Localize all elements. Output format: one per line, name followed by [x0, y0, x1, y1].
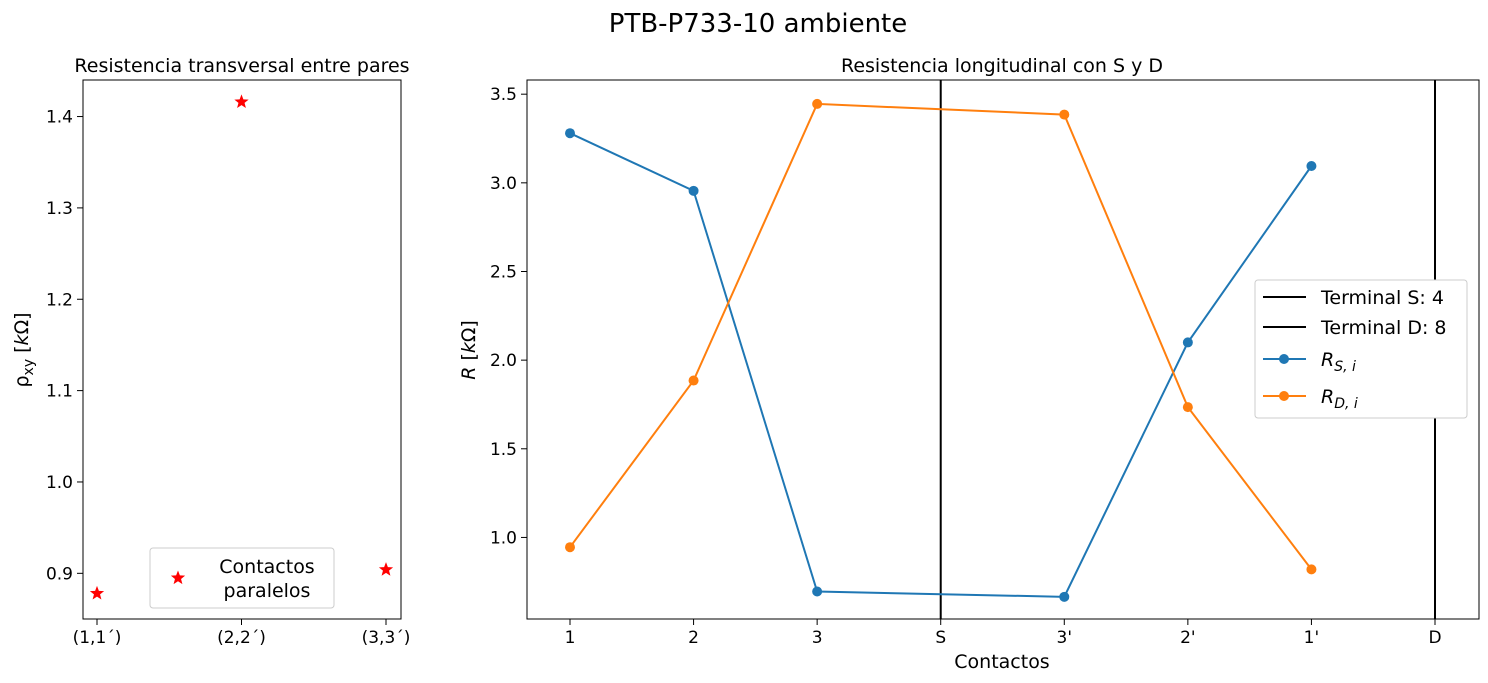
right-legend-box — [1254, 279, 1468, 419]
rho-subscript: xy — [21, 359, 37, 376]
right-series — [565, 98, 1317, 602]
left-x-tick-label: (3,3´) — [362, 628, 411, 648]
left-y-tick-label: 1.2 — [46, 290, 73, 310]
right-x-tick-label: 1 — [565, 628, 576, 648]
right-x-tick-label: S — [935, 628, 946, 648]
right-y-tick-label: 1.5 — [490, 440, 517, 460]
left-chart: Resistencia transversal entre pares 0.9 1… — [11, 55, 410, 648]
figure-suptitle: PTB-P733-10 ambiente — [609, 9, 907, 39]
right-y-tick-label: 3.5 — [490, 85, 517, 105]
legend-terminal-s-label: Terminal S: 4 — [1320, 287, 1444, 309]
legend-star-shape — [170, 570, 186, 585]
series-line-0 — [569, 132, 1313, 598]
series-0-point — [688, 185, 699, 196]
left-legend-box — [149, 547, 335, 609]
legend-rs-marker — [1279, 354, 1289, 364]
left-legend: Contactos paralelos — [149, 547, 335, 609]
left-x-tick-label: (1,1´) — [73, 628, 122, 648]
series-1-point — [1306, 564, 1317, 575]
right-x-axis-label: Contactos — [954, 651, 1049, 673]
left-y-tick-label: 1.0 — [46, 473, 73, 493]
series-1-point — [565, 542, 575, 553]
series-1-point — [1182, 402, 1193, 413]
right-legend: Terminal S: 4 Terminal D: 8 RS, i RD, i — [1254, 279, 1468, 419]
data-point-star — [89, 585, 105, 600]
right-x-tick-label: 1' — [1304, 628, 1320, 648]
left-x-tick-label: (2,2´) — [217, 628, 266, 648]
right-y-tick-label: 1.0 — [490, 528, 517, 548]
right-y-ticks: 1.0 1.5 2.0 2.5 3.0 3.5 — [490, 85, 527, 548]
right-x-tick-label: 3' — [1057, 628, 1073, 648]
legend-terminal-d-label: Terminal D: 8 — [1320, 317, 1447, 339]
left-data-points — [89, 94, 394, 600]
left-x-ticks: (1,1´) (2,2´) (3,3´) — [73, 619, 411, 648]
left-chart-title: Resistencia transversal entre pares — [74, 55, 409, 77]
right-y-axis-label: R [kΩ] — [458, 320, 480, 380]
series-1-point — [688, 375, 699, 386]
left-y-tick-label: 1.3 — [46, 199, 73, 219]
left-y-tick-label: 0.9 — [46, 564, 73, 584]
right-chart-title: Resistencia longitudinal con S y D — [841, 55, 1163, 77]
right-x-tick-label: 2' — [1180, 628, 1196, 648]
left-y-tick-label: 1.1 — [46, 382, 73, 402]
series-0-point — [1306, 160, 1317, 171]
right-x-tick-label: D — [1428, 628, 1441, 648]
legend-rd-marker — [1279, 391, 1289, 401]
series-1-point — [812, 98, 823, 109]
right-x-ticks: 1 2 3 S 3' 2' 1' D — [565, 619, 1442, 648]
left-legend-label-line1: Contactos — [219, 556, 314, 578]
right-y-tick-label: 2.5 — [490, 262, 517, 282]
left-y-ticks: 0.9 1.0 1.1 1.2 1.3 1.4 — [46, 108, 83, 584]
legend-star-icon — [170, 570, 186, 585]
left-chart-plot-area — [82, 79, 402, 620]
left-y-axis-label: ρxy [kΩ] — [11, 312, 37, 387]
left-legend-label-line2: paralelos — [224, 580, 311, 602]
right-y-tick-label: 2.0 — [490, 351, 517, 371]
right-x-tick-label: 3 — [812, 628, 823, 648]
left-y-tick-label: 1.4 — [46, 108, 73, 128]
right-chart-plot-area — [526, 79, 1480, 620]
right-y-tick-label: 3.0 — [490, 174, 517, 194]
series-0-point — [565, 128, 575, 139]
right-x-tick-label: 2 — [688, 628, 699, 648]
series-line-1 — [569, 102, 1313, 570]
series-0-point — [1182, 337, 1193, 348]
series-0-point — [812, 586, 823, 597]
data-point-star — [378, 562, 394, 576]
data-point-star — [234, 94, 249, 108]
series-0-point — [1059, 591, 1070, 602]
rho-symbol: ρ — [11, 375, 33, 387]
series-1-point — [1059, 109, 1070, 120]
right-chart: Resistencia longitudinal con S y D 1.01.… — [458, 55, 1480, 673]
